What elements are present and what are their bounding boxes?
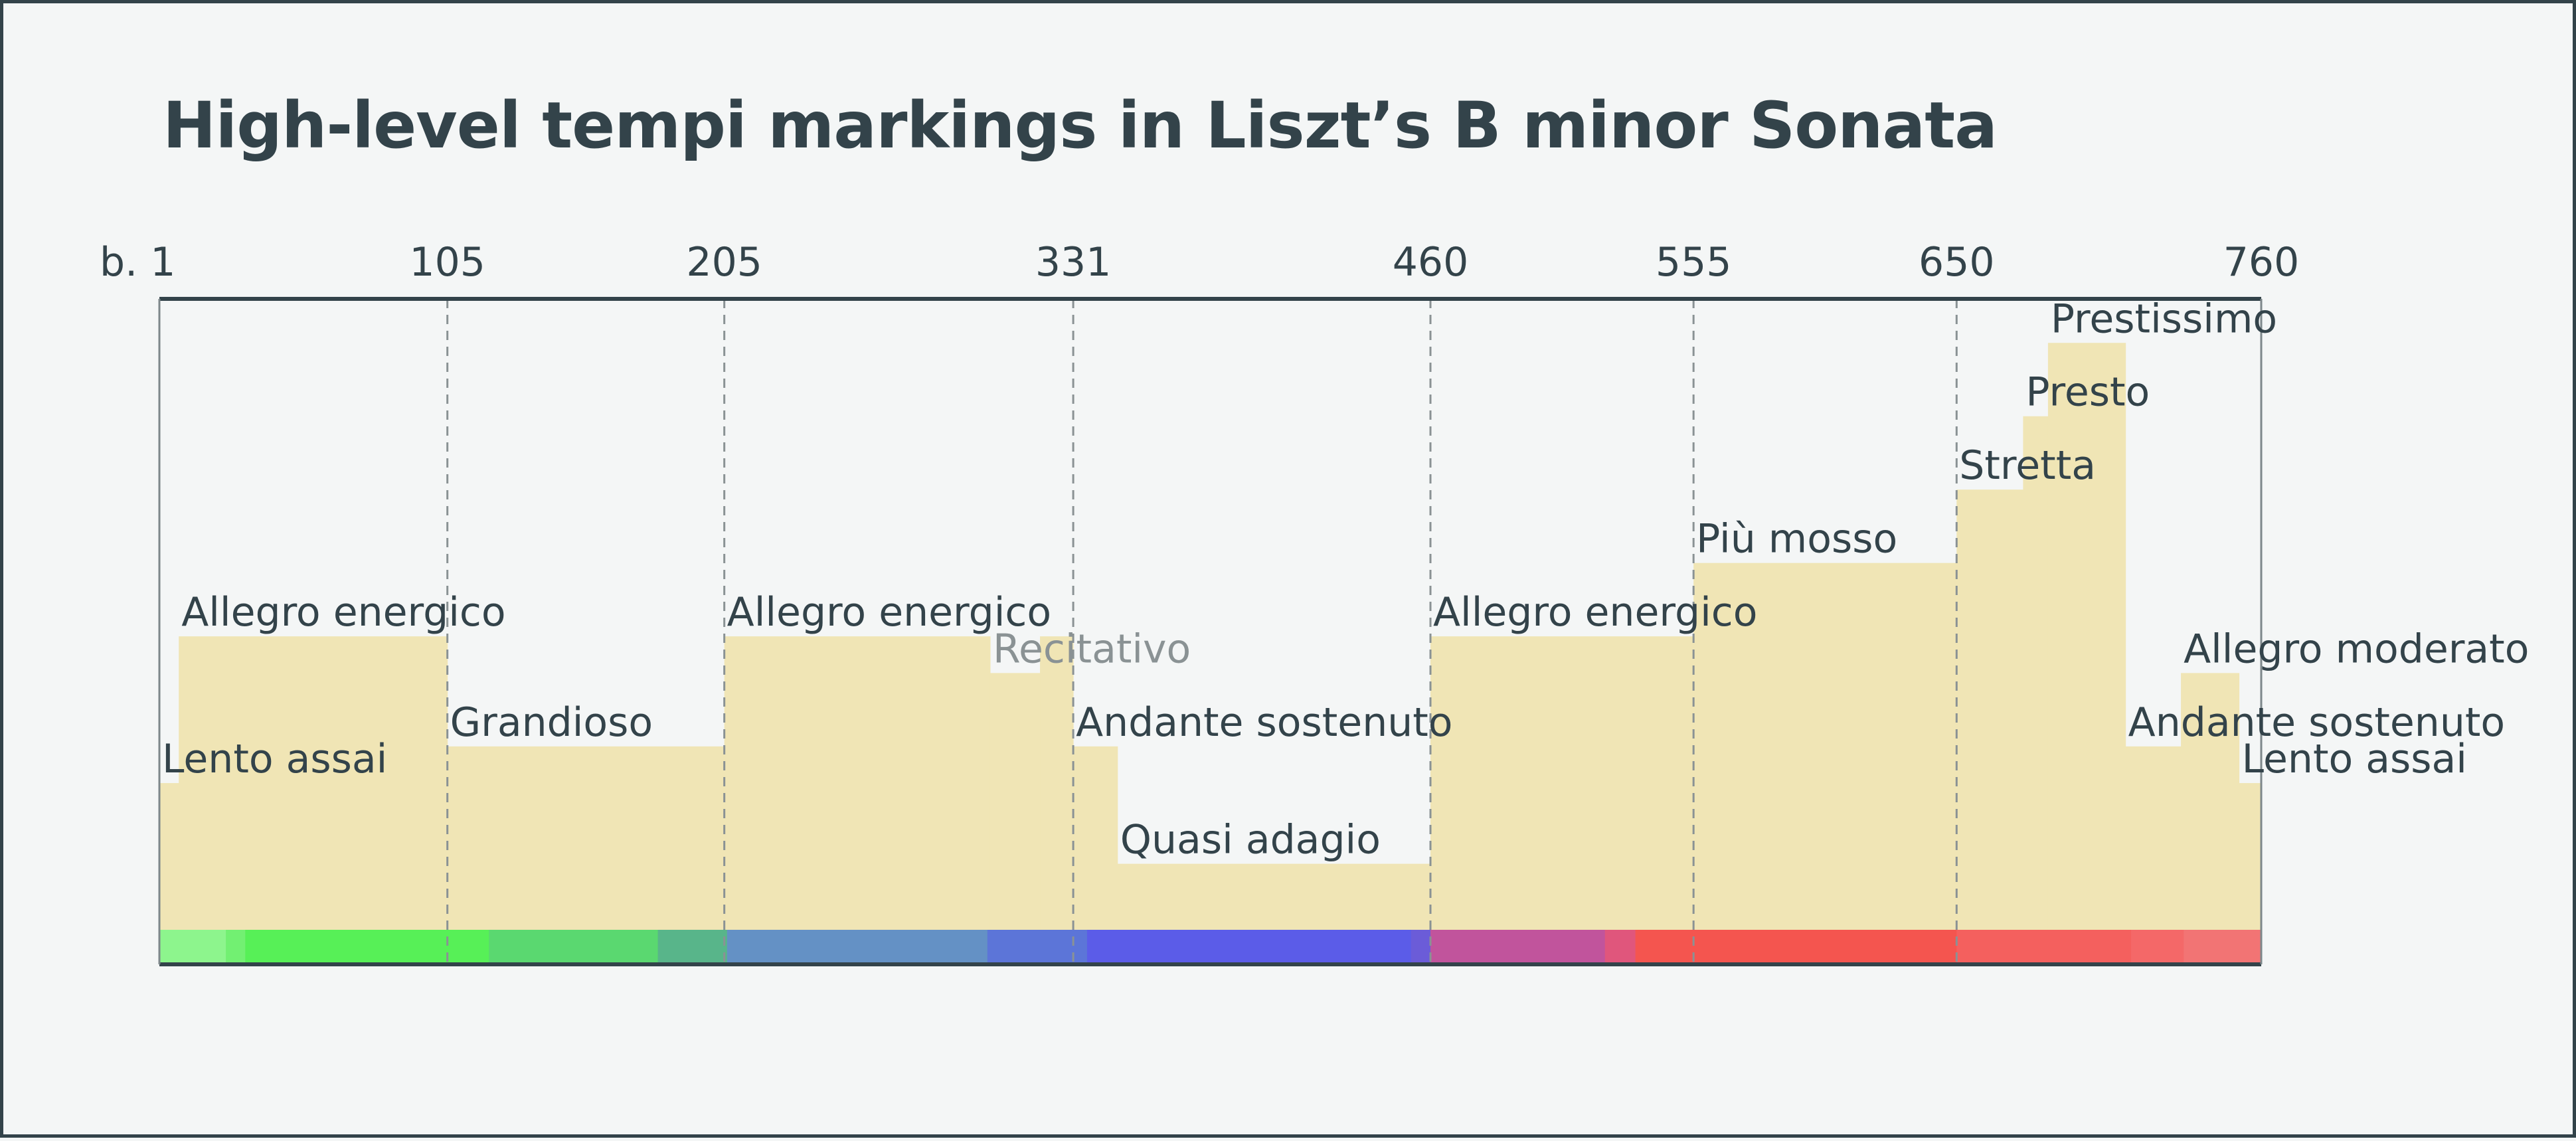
key-bar-segment-6 (987, 930, 1088, 964)
key-color-bar (159, 930, 2262, 964)
tempo-label-grandioso-2: Grandioso (450, 699, 653, 746)
x-tick-label-460: 460 (1393, 239, 1469, 286)
key-bar-segment-11 (1635, 930, 1957, 964)
x-tick-label-555: 555 (1656, 239, 1732, 286)
tempo-segment-piu-mosso-9 (1693, 563, 1957, 930)
key-bar-segment-14 (2184, 930, 2262, 964)
plot-border (158, 297, 2263, 966)
tempo-label-piu-mosso-9: Più mosso (1696, 516, 1897, 563)
tempo-segment-allegro-energico-3 (724, 636, 991, 930)
key-bar-segment-5 (727, 930, 988, 964)
tempo-segment-allegro-energico-1 (179, 636, 448, 930)
x-tick-label-331: 331 (1035, 239, 1112, 286)
tempo-segment-andante-sostenuto-13 (2125, 746, 2182, 930)
key-bar-segment-0 (159, 930, 226, 964)
tempo-segment-allegro-moderato-14 (2181, 673, 2240, 930)
key-bar-segment-2 (245, 930, 489, 964)
tempo-segment-unlabelled-5 (1040, 636, 1074, 930)
tempo-segment-lento-assai-15 (2239, 783, 2262, 930)
x-tick-label-650: 650 (1919, 239, 1995, 286)
tempo-segment-presto-11 (2023, 416, 2049, 930)
tempo-segment-lento-assai-0 (159, 783, 179, 930)
key-bar-segment-3 (489, 930, 659, 964)
tempo-segment-grandioso-2 (447, 746, 725, 930)
tempo-label-lento-assai-15: Lento assai (2242, 736, 2467, 782)
key-bar-segment-1 (226, 930, 246, 964)
x-tick-label-b-1: b. 1 (100, 239, 175, 286)
tempo-segment-prestissimo-12 (2047, 343, 2126, 930)
tempo-area (159, 343, 2262, 930)
key-bar-segment-7 (1086, 930, 1412, 964)
x-axis-ticks: b. 1 105 205 331 460 555 650 760 (100, 239, 2299, 286)
tempo-label-recitativo-4: Recitativo (993, 626, 1191, 672)
tempo-segment-stretta-10 (1956, 489, 2023, 930)
tempo-label-quasi-adagio-7: Quasi adagio (1120, 817, 1381, 863)
tempo-label-allegro-energico-3: Allegro energico (727, 589, 1051, 636)
key-bar-segment-13 (2131, 930, 2184, 964)
key-bar-segment-10 (1604, 930, 1636, 964)
key-bar-segment-9 (1430, 930, 1606, 964)
key-bar-segment-4 (657, 930, 728, 964)
tempo-chart: b. 1 105 205 331 460 555 650 760 Lento assai All… (100, 239, 2529, 966)
x-tick-label-105: 105 (409, 239, 485, 286)
tempo-label-stretta-10: Stretta (1959, 442, 2096, 489)
tempo-label-lento-assai-0: Lento assai (162, 736, 387, 782)
chart-title: High-level tempi markings in Liszt’s B m… (163, 88, 1998, 163)
tempo-segment-recitativo-4 (989, 673, 1041, 930)
tempo-segment-andante-sostenuto-6 (1073, 746, 1118, 930)
x-tick-label-205: 205 (686, 239, 762, 286)
tempo-label-allegro-energico-8: Allegro energico (1433, 589, 1757, 636)
tempo-label-allegro-moderato-14: Allegro moderato (2184, 626, 2529, 672)
key-bar-segment-8 (1411, 930, 1431, 964)
tempo-segment-allegro-energico-8 (1430, 636, 1694, 930)
tempo-label-andante-sostenuto-13: Andante sostenuto (2128, 699, 2505, 746)
tempo-label-prestissimo-12: Prestissimo (2051, 296, 2277, 342)
tempo-segment-quasi-adagio-7 (1117, 863, 1431, 930)
tempo-label-allegro-energico-1: Allegro energico (181, 589, 505, 636)
tempo-labels: Lento assai Allegro energico Grandioso Alle… (162, 296, 2529, 863)
key-bar-segment-12 (1956, 930, 2132, 964)
tempo-label-andante-sostenuto-6: Andante sostenuto (1076, 699, 1452, 746)
x-tick-label-760: 760 (2223, 239, 2300, 286)
tempo-label-presto-11: Presto (2025, 369, 2150, 416)
